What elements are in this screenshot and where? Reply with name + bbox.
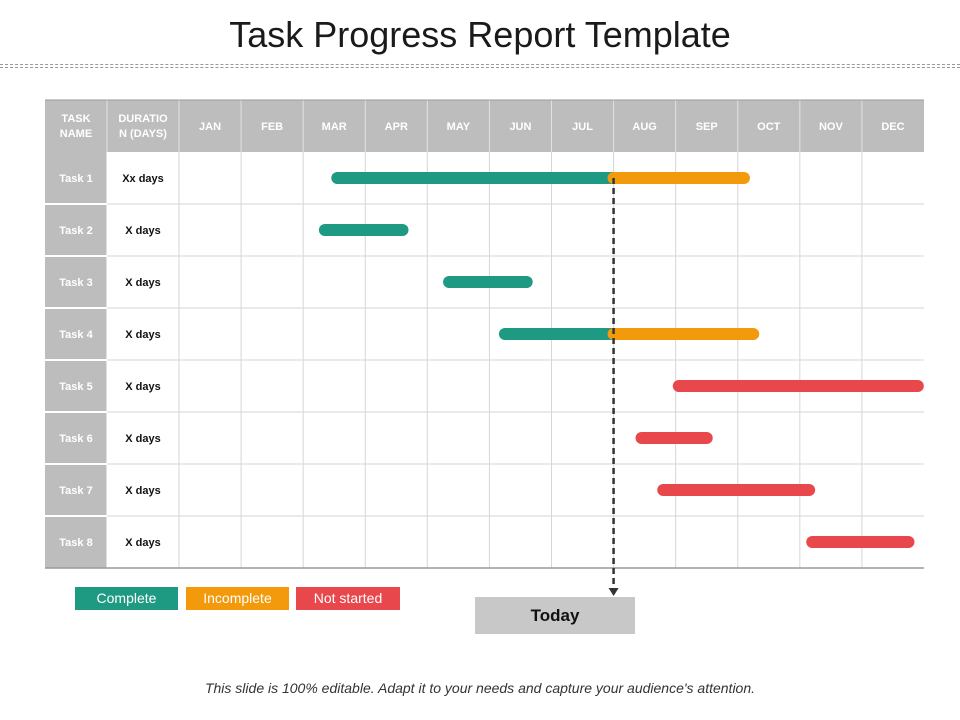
task-name: Task 8 <box>59 537 92 549</box>
month-label: MAR <box>322 121 347 133</box>
task-name: Task 5 <box>59 381 92 393</box>
task-duration: Xx days <box>122 173 164 185</box>
task-name: Task 6 <box>59 433 92 445</box>
task-duration: X days <box>125 329 160 341</box>
month-label: OCT <box>757 121 781 133</box>
title-divider <box>0 64 960 68</box>
month-label: AUG <box>632 121 656 133</box>
task-name: Task 7 <box>59 485 92 497</box>
month-label: NOV <box>819 121 844 133</box>
legend-incomplete: Incomplete <box>186 587 289 610</box>
task-duration: X days <box>125 277 160 289</box>
header-duration: DURATIO <box>118 113 168 125</box>
legend-not-started: Not started <box>296 587 400 610</box>
legend-complete: Complete <box>75 587 178 610</box>
month-label: DEC <box>881 121 904 133</box>
month-label: JAN <box>199 121 221 133</box>
task-name: Task 4 <box>59 329 93 341</box>
task-duration: X days <box>125 485 160 497</box>
header-task-name: NAME <box>60 128 92 140</box>
month-label: MAY <box>447 121 471 133</box>
task-duration: X days <box>125 381 160 393</box>
month-label: FEB <box>261 121 283 133</box>
today-label: Today <box>475 597 635 634</box>
task-name: Task 2 <box>59 225 92 237</box>
page-title: Task Progress Report Template <box>229 14 731 55</box>
header-task-name: TASK <box>61 113 90 125</box>
month-label: JUN <box>509 121 531 133</box>
header-row-bg <box>45 100 924 152</box>
today-marker-arrow <box>608 588 619 596</box>
task-name: Task 3 <box>59 277 92 289</box>
task-duration: X days <box>125 225 160 237</box>
task-duration: X days <box>125 537 160 549</box>
footer-note: This slide is 100% editable. Adapt it to… <box>204 680 756 696</box>
month-label: SEP <box>696 121 718 133</box>
task-name: Task 1 <box>59 173 92 185</box>
task-duration: X days <box>125 433 160 445</box>
header-duration: N (DAYS) <box>119 128 167 140</box>
month-label: APR <box>385 121 408 133</box>
month-label: JUL <box>572 121 593 133</box>
